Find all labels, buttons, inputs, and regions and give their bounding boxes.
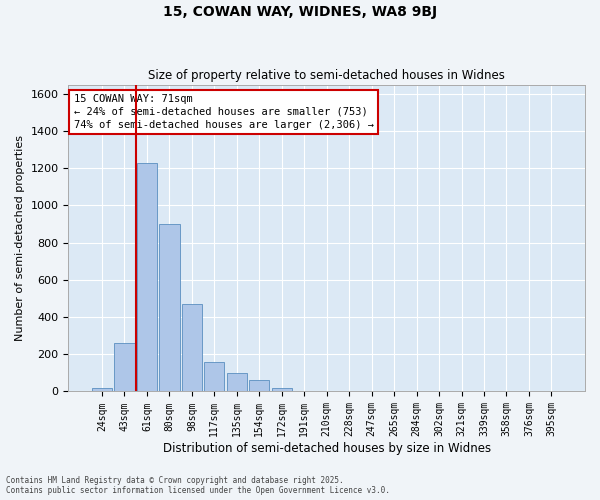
Text: 15 COWAN WAY: 71sqm
← 24% of semi-detached houses are smaller (753)
74% of semi-: 15 COWAN WAY: 71sqm ← 24% of semi-detach… bbox=[74, 94, 374, 130]
Y-axis label: Number of semi-detached properties: Number of semi-detached properties bbox=[15, 135, 25, 341]
Bar bbox=[294, 390, 314, 392]
Bar bbox=[204, 362, 224, 392]
Bar bbox=[249, 380, 269, 392]
Bar bbox=[182, 304, 202, 392]
Bar bbox=[272, 388, 292, 392]
Bar bbox=[159, 224, 179, 392]
Text: 15, COWAN WAY, WIDNES, WA8 9BJ: 15, COWAN WAY, WIDNES, WA8 9BJ bbox=[163, 5, 437, 19]
X-axis label: Distribution of semi-detached houses by size in Widnes: Distribution of semi-detached houses by … bbox=[163, 442, 491, 455]
Text: Contains HM Land Registry data © Crown copyright and database right 2025.
Contai: Contains HM Land Registry data © Crown c… bbox=[6, 476, 390, 495]
Bar bbox=[92, 388, 112, 392]
Bar bbox=[115, 343, 134, 392]
Title: Size of property relative to semi-detached houses in Widnes: Size of property relative to semi-detach… bbox=[148, 69, 505, 82]
Bar bbox=[227, 373, 247, 392]
Bar bbox=[137, 162, 157, 392]
